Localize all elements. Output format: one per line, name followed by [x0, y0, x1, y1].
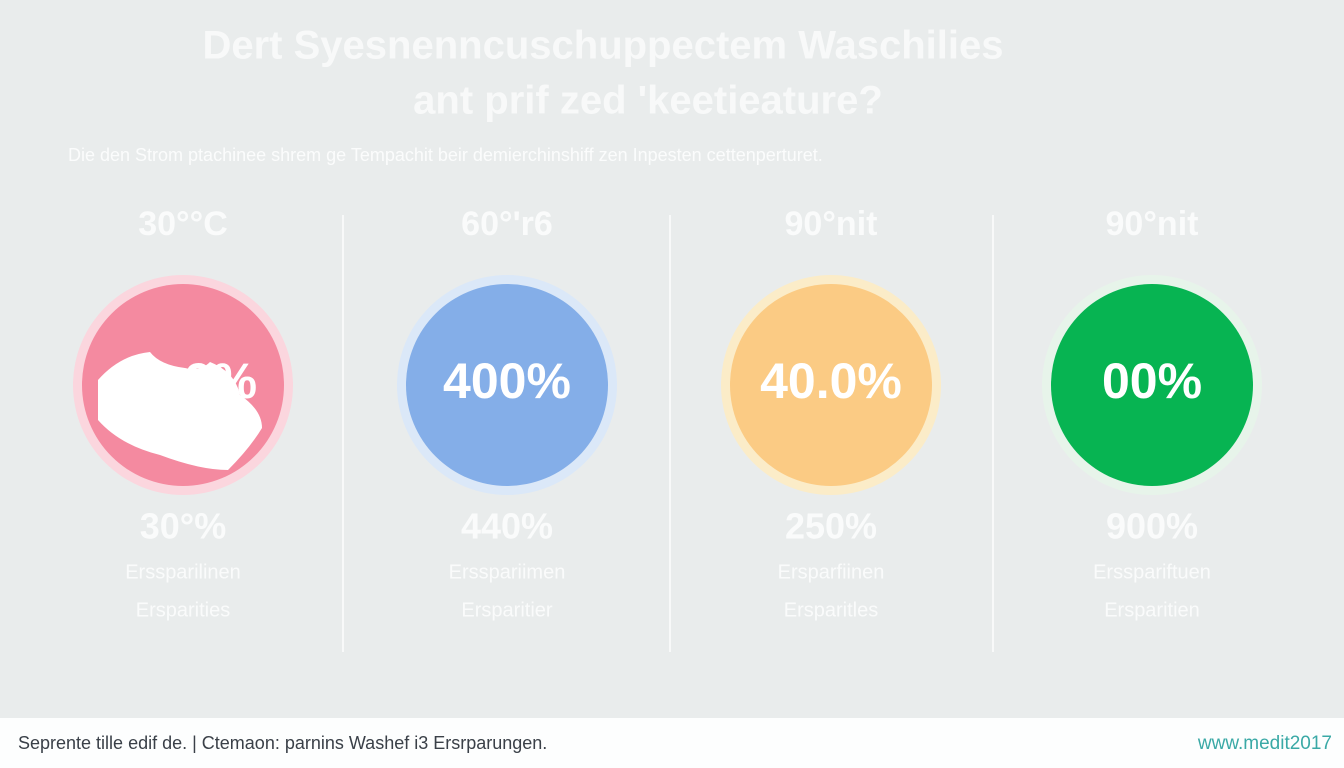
subtitle: Die den Strom ptachinee shrem ge Tempach…	[68, 145, 823, 165]
column-heading: 30°°C	[138, 205, 228, 243]
label: Ersparitles	[784, 599, 878, 621]
label: Ersspariftuen	[1093, 561, 1211, 583]
circle	[730, 284, 932, 486]
footer-url: www.medit2017	[1197, 733, 1332, 754]
label: Ersparitien	[1104, 599, 1200, 621]
circle-text: 40.0%	[760, 353, 902, 409]
circle	[406, 284, 608, 486]
garment-icon	[98, 352, 262, 470]
percent: 250%	[785, 506, 877, 547]
label: Ersparfiinen	[778, 561, 885, 583]
footer-bar	[0, 718, 1344, 768]
percent: 440%	[461, 506, 553, 547]
footer-text: Seprente tille edif de. | Ctemaon: parni…	[18, 733, 547, 753]
circle-text: 00%	[1102, 353, 1202, 409]
label: Ersparities	[136, 599, 230, 621]
columns: 30°°C9%30°%ErssparilinenErsparities60°'r…	[73, 205, 1262, 621]
column-heading: 90°nit	[1106, 205, 1199, 243]
circle-text: 400%	[443, 353, 571, 409]
label: Ersspariimen	[449, 561, 566, 583]
percent: 30°%	[140, 506, 226, 547]
label: Erssparilinen	[125, 561, 241, 583]
column-heading: 90°nit	[785, 205, 878, 243]
circle	[1051, 284, 1253, 486]
title-line: Dert Syesnenncuschuppectem Waschilies	[202, 24, 1003, 68]
column-heading: 60°'r6	[461, 205, 553, 243]
label: Ersparitier	[461, 599, 552, 621]
title-line: ant prif zed 'keetieature?	[413, 79, 883, 123]
percent: 900%	[1106, 506, 1198, 547]
